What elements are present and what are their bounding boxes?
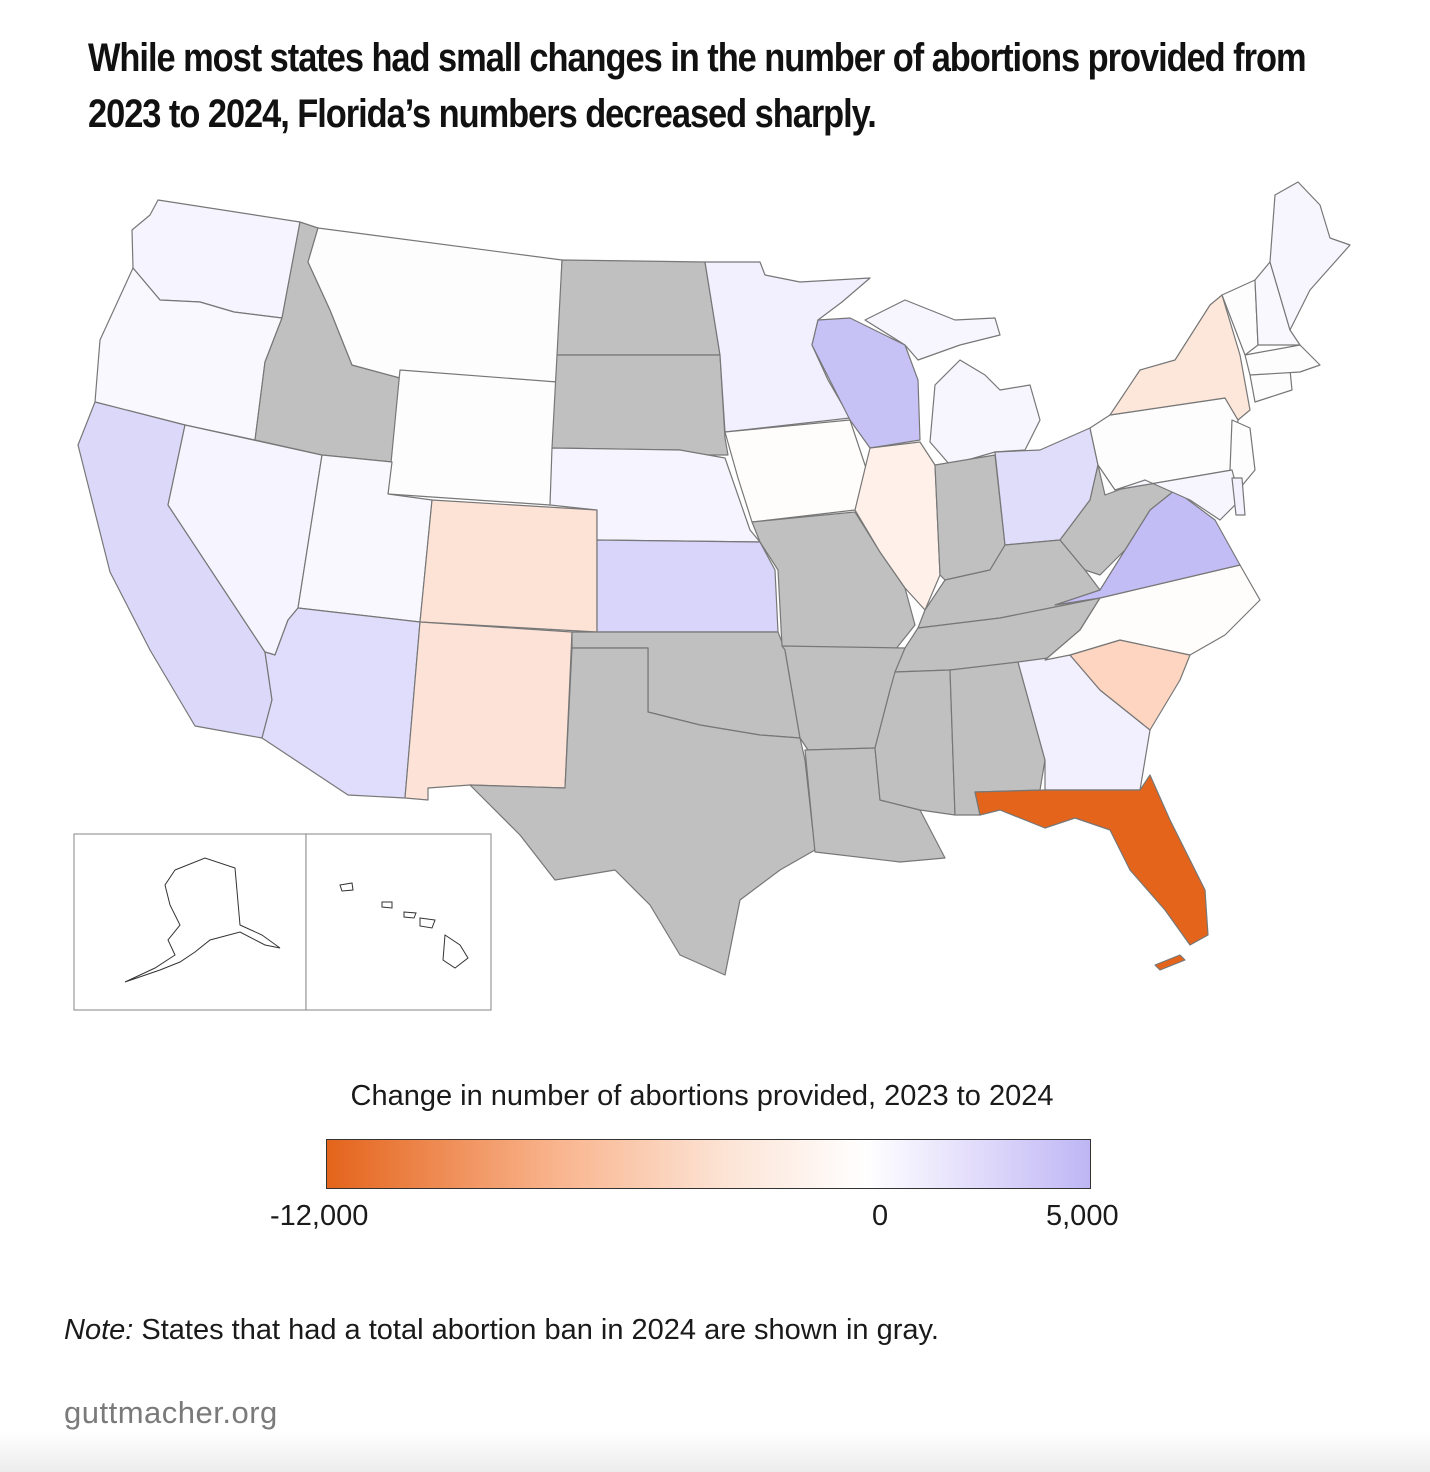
legend-min-label: -12,000 (270, 1200, 369, 1232)
state-WI (811, 317, 921, 449)
note-text: States that had a total abortion ban in … (133, 1314, 939, 1346)
state-IA (724, 419, 871, 523)
footer-band (0, 1432, 1430, 1472)
state-SD (551, 354, 729, 456)
legend-max-label: 5,000 (1046, 1200, 1119, 1232)
state-TX (469, 647, 816, 976)
state-IN (934, 454, 1006, 581)
note: Note: States that had a total abortion b… (64, 1314, 939, 1347)
color-scale-bar (326, 1139, 1091, 1189)
state-MI-UP (864, 299, 1001, 361)
state-MA (1244, 344, 1321, 376)
state-NJ (1229, 419, 1256, 489)
state-AK (124, 857, 281, 983)
state-CO (419, 499, 598, 633)
state-NM (404, 621, 573, 801)
state-FL-keys (1154, 954, 1186, 971)
chart-title: While most states had small changes in t… (88, 36, 1307, 136)
state-DE (1231, 477, 1246, 516)
source-link[interactable]: guttmacher.org (64, 1395, 278, 1430)
state-MI (929, 359, 1041, 466)
legend-title: Change in number of abortions provided, … (350, 1080, 1054, 1112)
state-NY (1109, 294, 1251, 421)
state-ND (556, 259, 721, 356)
state-ME (1269, 181, 1351, 331)
note-prefix: Note: (64, 1314, 134, 1346)
state-HI (339, 882, 469, 969)
state-MD (1114, 469, 1241, 521)
legend-zero-label: 0 (872, 1200, 889, 1232)
state-FL (974, 774, 1209, 946)
state-NH (1254, 261, 1301, 346)
us-map (73, 181, 1351, 1011)
state-WY (387, 369, 558, 506)
hawaii-inset (305, 833, 492, 1011)
state-NC (1044, 564, 1261, 661)
state-AZ (261, 607, 421, 799)
state-KS (596, 539, 779, 633)
